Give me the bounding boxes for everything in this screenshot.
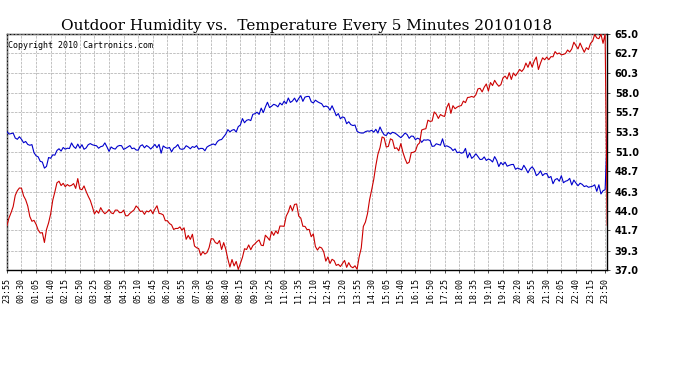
Title: Outdoor Humidity vs.  Temperature Every 5 Minutes 20101018: Outdoor Humidity vs. Temperature Every 5…	[61, 19, 553, 33]
Text: Copyright 2010 Cartronics.com: Copyright 2010 Cartronics.com	[8, 41, 153, 50]
